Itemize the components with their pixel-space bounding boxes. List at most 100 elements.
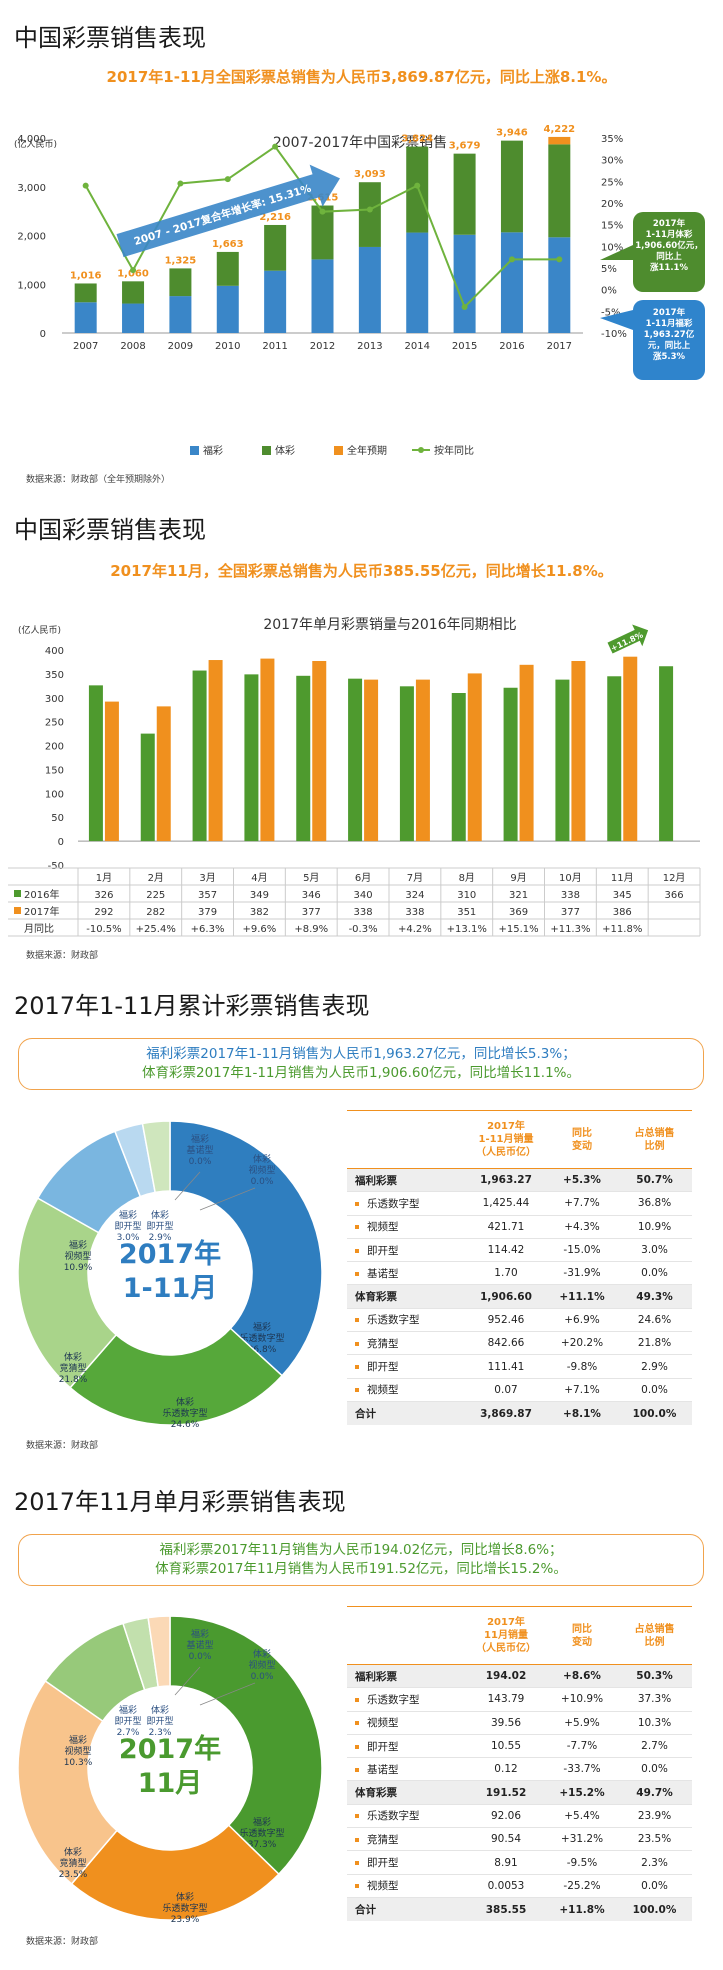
chart1-bar-tc <box>216 251 239 286</box>
chart1-cagr-arrow: 2007 - 2017复合年增长率: 15.31% <box>116 164 340 258</box>
chart1-xtick: 2008 <box>120 341 145 352</box>
chart1-bar-fc <box>216 285 239 333</box>
table-november-row-yoy: -33.7% <box>563 1763 601 1776</box>
chart2-month-label: 9月 <box>510 872 526 884</box>
table-november-row: 基诺型 0.12 -33.7% 0.0% <box>347 1758 692 1782</box>
table-november-row-value: 39.56 <box>490 1716 522 1729</box>
chart2-month-label: 8月 <box>459 872 475 884</box>
table-ytd-row-value: 952.46 <box>487 1313 525 1326</box>
donut-ytd-slice-label: 福彩乐透数字型 36.8% <box>239 1321 284 1355</box>
section3-summary-tc: 体育彩票2017年1-11月销售为人民币1,906.60亿元，同比增长11.1%… <box>142 1065 580 1081</box>
donut-ytd-slice-label: 体彩视频型 0.0% <box>248 1153 275 1187</box>
table-november-row-value: 0.0053 <box>487 1879 525 1892</box>
table-november-row: 乐透数字型 92.06 +5.4% 23.9% <box>347 1805 692 1829</box>
chart2-bar-2017 <box>519 664 534 842</box>
donut-november-center-year: 2017年 <box>118 1734 222 1765</box>
table-november-row-share: 2.7% <box>641 1740 668 1753</box>
donut-november-slice-label: 体彩竞猜型 23.5% <box>59 1846 88 1880</box>
chart1-xtick: 2015 <box>452 341 477 352</box>
table-ytd-row-value: 842.66 <box>487 1337 525 1350</box>
section2-title: 中国彩票销售表现 <box>14 516 206 544</box>
table-ytd-row-yoy: -15.0% <box>563 1244 601 1257</box>
table-ytd-row-value: 0.07 <box>494 1383 518 1396</box>
chart2-2017-value: 382 <box>250 907 269 918</box>
chart2-ytick: 100 <box>45 789 64 800</box>
table-november-row-yoy: -25.2% <box>563 1879 601 1892</box>
chart1-total-label: 1,663 <box>212 239 244 250</box>
chart1-y2tick: 20% <box>601 199 623 210</box>
bullet-icon <box>355 1721 359 1726</box>
table-ytd-row-value: 1.70 <box>494 1267 518 1280</box>
donut-november-center: 2017年 11月 <box>95 1733 245 1801</box>
chart2-2017-value: 377 <box>302 907 321 918</box>
chart1-legend-swatch <box>190 446 199 455</box>
donut-ytd-center-period: 1-11月 <box>122 1273 218 1304</box>
chart1-callout-tc-pointer <box>600 245 633 260</box>
table-ytd-row-share: 100.0% <box>632 1407 677 1420</box>
table-ytd-row-name: 基诺型 <box>347 1266 465 1281</box>
chart1-yoy-point <box>508 256 515 263</box>
chart2-2017-value: 386 <box>613 907 632 918</box>
donut-november-slice-label: 体彩乐透数字型 23.9% <box>162 1891 207 1925</box>
section1-title: 中国彩票销售表现 <box>14 24 206 52</box>
chart1-y2tick: 0% <box>601 286 617 297</box>
chart2-yoy-value: -0.3% <box>349 924 378 935</box>
table-ytd-row-value: 1,425.44 <box>482 1197 530 1210</box>
chart2-yoy-value: +25.4% <box>136 924 176 935</box>
donut-november-slice-label: 福彩即开型 2.7% <box>114 1704 141 1738</box>
chart2-yoy-value: +13.1% <box>447 924 487 935</box>
table-ytd-row-name: 即开型 <box>347 1243 465 1258</box>
chart2-2016-value: 366 <box>665 890 684 901</box>
table-ytd-row-yoy: +11.1% <box>559 1290 605 1303</box>
chart2-2016-value: 345 <box>613 890 632 901</box>
section2-source: 数据来源：财政部 <box>26 951 99 961</box>
table-ytd-row-share: 21.8% <box>637 1337 672 1350</box>
chart1-callout-tc: 2017年 1-11月体彩 1,906.60亿元，同比上涨11.1% <box>600 212 705 292</box>
table-november-row-name: 合计 <box>355 1904 376 1917</box>
chart1-callout-fc-pointer <box>600 310 633 330</box>
table-november-row-share: 100.0% <box>632 1903 677 1916</box>
chart1-bar-tc <box>74 283 97 303</box>
table-november-header-cell: 2017年 11月销量 （人民币亿） <box>476 1617 536 1654</box>
chart1-ylabel: (亿人民币) <box>14 138 57 150</box>
chart1-bar-fc <box>74 302 97 333</box>
table-november-row-yoy: +15.2% <box>559 1786 605 1799</box>
chart2-2017-value: 338 <box>354 907 373 918</box>
bullet-icon <box>355 1697 359 1702</box>
donut-ytd-slice <box>69 1327 284 1426</box>
chart2-bar-2017 <box>467 673 482 842</box>
table-ytd-row-share: 10.9% <box>637 1220 672 1233</box>
chart2-ytick: -50 <box>48 861 64 872</box>
table-ytd-row-yoy: +20.2% <box>560 1337 604 1350</box>
table-ytd-row: 乐透数字型 1,425.44 +7.7% 36.8% <box>347 1192 692 1216</box>
chart1-total-label: 3,946 <box>496 128 528 139</box>
donut-ytd-leader-line <box>174 1171 201 1201</box>
chart2-2016-value: 321 <box>509 890 528 901</box>
chart2-legend-2016: 2016年 <box>24 888 59 901</box>
table-november-row-yoy: +10.9% <box>560 1693 604 1706</box>
donut-november-leader-line <box>174 1666 201 1696</box>
section1-source: 数据来源：财政部（全年预期除外） <box>26 475 171 485</box>
table-ytd-row-yoy: +6.9% <box>564 1313 600 1326</box>
chart2-bar-2017 <box>623 656 638 842</box>
chart2-bar-2017 <box>104 701 119 842</box>
bullet-icon <box>355 1201 359 1206</box>
table-november-row-yoy: +31.2% <box>560 1833 604 1846</box>
table-november-header: 2017年 11月销量 （人民币亿） 同比 变动 占总销售 比例 <box>347 1607 692 1665</box>
table-november-row-yoy: -7.7% <box>566 1740 598 1753</box>
chart2-2016-value: 340 <box>354 890 373 901</box>
table-ytd-row-share: 0.0% <box>641 1383 668 1396</box>
chart2-2017-value: 292 <box>94 907 113 918</box>
bullet-icon <box>355 1271 359 1276</box>
chart1-total-label: 3,679 <box>449 141 481 152</box>
chart2-ytick: 150 <box>45 765 64 776</box>
table-ytd-row: 竞猜型 842.66 +20.2% 21.8% <box>347 1332 692 1356</box>
table-november-row-yoy: +5.9% <box>564 1716 600 1729</box>
chart1-total-label: 3,824 <box>401 134 433 145</box>
table-ytd-row-share: 50.7% <box>636 1174 673 1187</box>
chart1-ytick: 2,000 <box>17 232 46 243</box>
table-ytd-row: 即开型 111.41 -9.8% 2.9% <box>347 1355 692 1379</box>
chart2-legend-yoy: 月同比 <box>24 923 54 935</box>
chart2-month-label: 6月 <box>355 872 371 884</box>
table-november-row-name: 乐透数字型 <box>347 1692 465 1707</box>
